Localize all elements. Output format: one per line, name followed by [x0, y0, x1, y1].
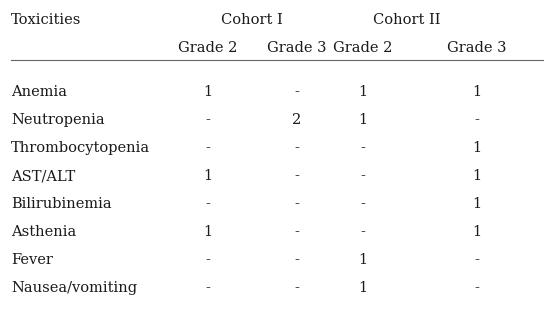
- Text: -: -: [206, 197, 210, 211]
- Text: Fever: Fever: [11, 253, 53, 267]
- Text: -: -: [206, 141, 210, 155]
- Text: -: -: [206, 253, 210, 267]
- Text: -: -: [361, 225, 365, 239]
- Text: Toxicities: Toxicities: [11, 13, 81, 27]
- Text: -: -: [206, 281, 210, 295]
- Text: -: -: [361, 197, 365, 211]
- Text: 1: 1: [358, 253, 367, 267]
- Text: AST/ALT: AST/ALT: [11, 169, 75, 183]
- Text: Grade 2: Grade 2: [178, 41, 238, 55]
- Text: 1: 1: [358, 113, 367, 127]
- Text: 1: 1: [203, 225, 212, 239]
- Text: 1: 1: [472, 169, 481, 183]
- Text: -: -: [294, 141, 299, 155]
- Text: -: -: [294, 253, 299, 267]
- Text: Cohort I: Cohort I: [221, 13, 283, 27]
- Text: -: -: [294, 169, 299, 183]
- Text: -: -: [294, 281, 299, 295]
- Text: -: -: [474, 281, 479, 295]
- Text: -: -: [294, 85, 299, 99]
- Text: -: -: [294, 197, 299, 211]
- Text: 2: 2: [292, 113, 301, 127]
- Text: Thrombocytopenia: Thrombocytopenia: [11, 141, 150, 155]
- Text: Asthenia: Asthenia: [11, 225, 76, 239]
- Text: 1: 1: [203, 169, 212, 183]
- Text: -: -: [474, 253, 479, 267]
- Text: 1: 1: [203, 85, 212, 99]
- Text: 1: 1: [358, 85, 367, 99]
- Text: Grade 3: Grade 3: [266, 41, 326, 55]
- Text: 1: 1: [472, 197, 481, 211]
- Text: Anemia: Anemia: [11, 85, 67, 99]
- Text: Bilirubinemia: Bilirubinemia: [11, 197, 112, 211]
- Text: -: -: [206, 113, 210, 127]
- Text: Grade 3: Grade 3: [447, 41, 506, 55]
- Text: Cohort II: Cohort II: [373, 13, 441, 27]
- Text: Nausea/vomiting: Nausea/vomiting: [11, 281, 137, 295]
- Text: Neutropenia: Neutropenia: [11, 113, 105, 127]
- Text: -: -: [361, 169, 365, 183]
- Text: -: -: [294, 225, 299, 239]
- Text: -: -: [361, 141, 365, 155]
- Text: 1: 1: [472, 225, 481, 239]
- Text: 1: 1: [358, 281, 367, 295]
- Text: -: -: [474, 113, 479, 127]
- Text: Grade 2: Grade 2: [333, 41, 393, 55]
- Text: 1: 1: [472, 85, 481, 99]
- Text: 1: 1: [472, 141, 481, 155]
